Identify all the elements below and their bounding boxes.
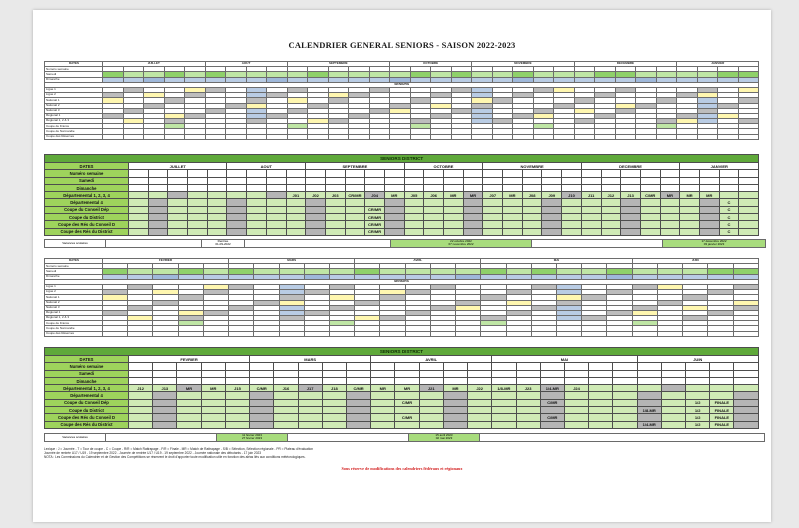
legend-line: Journée de rentrée U17 / U19 - 19 septem… <box>44 451 262 455</box>
district-row: Dimanche <box>44 376 759 386</box>
document-page: CALENDRIER GENERAL SENIORS - SAISON 2022… <box>33 10 771 522</box>
month-header: JUIN <box>636 354 759 364</box>
district-row: Numéro semaine <box>44 169 760 178</box>
bottom-general-table: DATES FEVRIER MARS AVRIL MAI JUIN Numéro semai… <box>44 257 759 337</box>
district-row: Samedi <box>44 176 760 185</box>
legend-line: Lexique : J = Journée - T = Tour de coup… <box>44 447 314 451</box>
competition-row: Coupe de Normandie <box>44 128 760 135</box>
top-holidays-table: Vacances scolaires Rentrée 01-09-2022 22 … <box>44 239 766 248</box>
competition-label: Coupe des Réserves <box>44 330 103 337</box>
district-row-label: Dimanche <box>44 376 129 386</box>
competition-row: Régional 1 <box>44 309 759 317</box>
district-row: Coupe du Conseil Dép CR/MR C <box>44 205 760 215</box>
competition-row: Régional 1, 2 & 3 <box>44 315 759 322</box>
christmas-holidays: 17 décembre 2022 03 janvier 2023 <box>662 239 766 248</box>
competition-row: Ligue 1 <box>44 86 760 94</box>
competition-label: Coupe des Réserves <box>44 133 103 140</box>
bottom-district-table: SENIORS DISTRICT DATES FEVRIER MARS AVRIL MAI… <box>44 347 759 429</box>
competition-row: Régional 1 <box>44 112 760 120</box>
legend-line: NOTA : Les Commissions du Calendrier et … <box>44 455 306 459</box>
district-row-label: Coupe du District <box>44 213 129 222</box>
calendar-row: Dimanche <box>44 273 759 280</box>
winter-holidays: 11 février 2023 27 février 2023 <box>216 433 288 442</box>
dates-header: DATES <box>44 354 129 364</box>
district-row-label: Dimanche <box>44 183 129 193</box>
bottom-holidays-table: Vacances scolaires 11 février 2023 27 fév… <box>44 433 765 442</box>
month-header: DECEMBRE <box>580 161 681 171</box>
district-row: Coupe des Rés du District 1/4-MR 1/2 FINALE <box>44 420 759 429</box>
calendar-row: Samedi <box>44 268 759 275</box>
month-header: MARS <box>249 354 372 364</box>
legend: Lexique : J = Journée - T = Tour de coup… <box>44 447 758 459</box>
holidays-label: Vacances scolaires <box>44 239 106 248</box>
month-header: AOUT <box>226 161 307 171</box>
month-header: FEVRIER <box>127 354 251 364</box>
district-row: Départemental 1, 2, 3, 4 J01 J02 J03 CR/MR J0… <box>44 191 760 200</box>
rentree: Rentrée 01-09-2022 <box>201 239 245 248</box>
competition-row: Coupe de Normandie <box>44 325 759 332</box>
district-row: Dimanche <box>44 183 760 193</box>
district-row-label: Départemental 1, 2, 3, 4 <box>44 191 129 200</box>
month-header: NOVEMBRE <box>482 161 582 171</box>
district-row: Samedi <box>44 369 759 378</box>
month-header: JUILLET <box>127 161 228 171</box>
competition-row: National 3 <box>44 107 760 114</box>
district-row-label: Départemental 1, 2, 3, 4 <box>44 384 129 393</box>
district-row: Coupe du Conseil Dép C/MR C/MR 1/2 FINALE <box>44 398 759 408</box>
district-row-label: Départemental 4 <box>44 391 129 400</box>
district-row-label: Samedi <box>44 369 129 378</box>
month-header: OCTOBRE <box>403 161 484 171</box>
district-row-label: Coupe du Conseil Dép <box>44 398 129 408</box>
calendar-row: Numéro semaine <box>44 263 759 270</box>
dates-header: DATES <box>44 161 129 171</box>
competition-row: Coupe des Réserves <box>44 133 760 140</box>
month-header: MAI <box>491 354 638 364</box>
district-row: Départemental 4 <box>44 391 759 400</box>
district-row-label: Coupe des Rés du Conseil D <box>44 220 129 229</box>
district-row-label: Départemental 4 <box>44 198 129 207</box>
district-row-label: Samedi <box>44 176 129 185</box>
district-row: Départemental 1, 2, 3, 4 J12 J13 MR MR J15 C/M… <box>44 384 759 393</box>
district-band: SENIORS DISTRICT <box>43 154 760 163</box>
reserve-note: Sous réserve de modifications des calend… <box>341 466 463 471</box>
spring-holidays: 15 avril 2023 02 mai 2023 <box>408 433 480 442</box>
toussaint-holidays: 22 octobre 2022 07 novembre 2022 <box>390 239 532 248</box>
district-row-label: Coupe du Conseil Dép <box>44 205 129 215</box>
district-row: Coupe des Rés du Conseil D C/MR C/MR 1/2 FIN… <box>44 413 759 422</box>
page-title: CALENDRIER GENERAL SENIORS - SAISON 2022… <box>288 40 516 50</box>
district-row: Coupe des Rés du District CR/MR C <box>44 227 760 236</box>
district-row-label: Coupe du District <box>44 406 129 415</box>
district-row-label: Coupe des Rés du District <box>44 227 129 236</box>
district-row-label: Numéro semaine <box>44 362 129 371</box>
competition-row: Coupe de France <box>44 123 760 130</box>
month-header: SEPTEMBRE <box>305 161 405 171</box>
holidays-label-bottom: Vacances scolaires <box>44 433 106 442</box>
month-header: JANVIER <box>679 161 760 171</box>
top-general-table: DATES JUILLET AOUT SEPTEMBRE OCTOBRE NOVEMBRE… <box>43 60 760 140</box>
month-header: AVRIL <box>370 354 493 364</box>
district-row: Coupe des Rés du Conseil D CR/MR C <box>44 220 760 229</box>
district-row: Numéro semaine <box>44 362 759 371</box>
district-row-label: Numéro semaine <box>44 169 129 178</box>
district-row: Coupe du District 1/8-MR 1/2 FINALE <box>44 406 759 415</box>
district-row-label: Coupe des Rés du Conseil D <box>44 413 129 422</box>
district-band: SENIORS DISTRICT <box>44 347 759 356</box>
district-row: Coupe du District CR/MR C <box>44 213 760 222</box>
district-row-label: Coupe des Rés du District <box>44 420 129 429</box>
competition-row: Coupe des Réserves <box>44 330 759 337</box>
top-district-table: SENIORS DISTRICT DATES JUILLET AOUT SEPTEMBR… <box>43 154 760 236</box>
